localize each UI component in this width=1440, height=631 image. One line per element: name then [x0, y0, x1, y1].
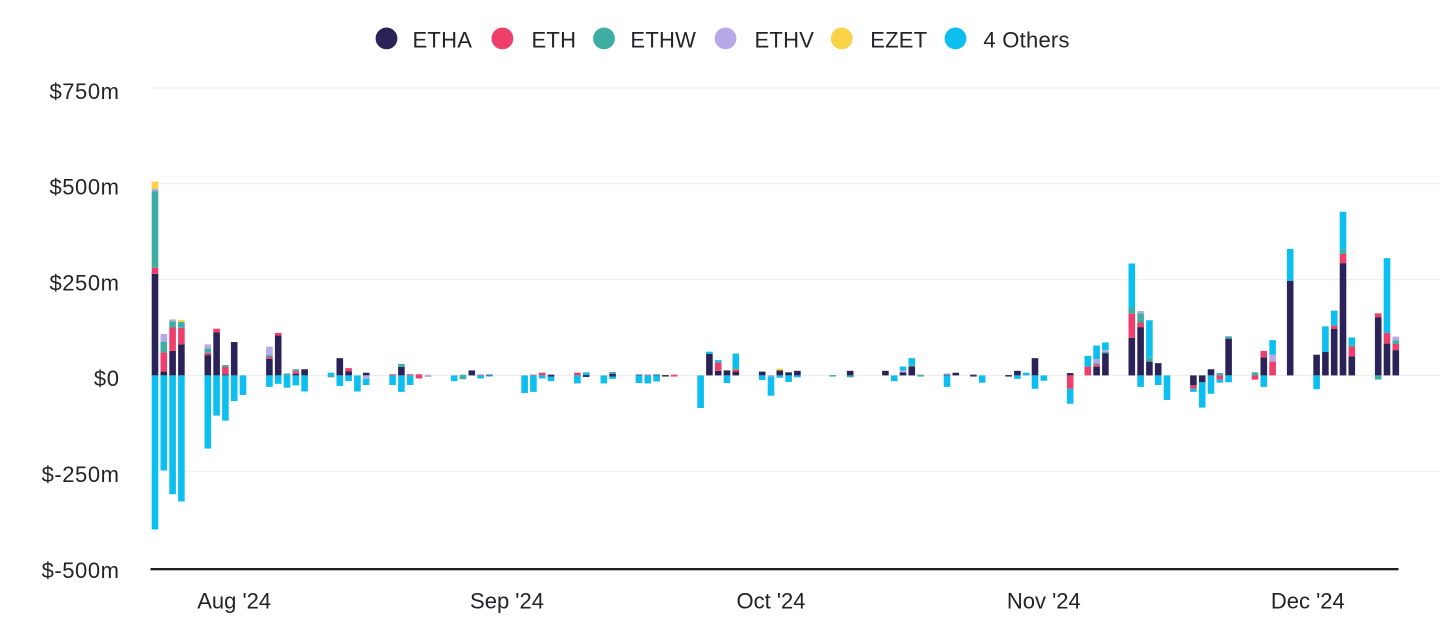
svg-text:$750m: $750m [49, 79, 119, 104]
svg-text:ETHV: ETHV [755, 27, 815, 52]
svg-text:EZET: EZET [870, 27, 927, 52]
svg-text:ETHW: ETHW [630, 27, 696, 52]
svg-text:Sep '24: Sep '24 [470, 589, 544, 614]
svg-text:$250m: $250m [49, 270, 119, 295]
svg-text:ETH: ETH [532, 27, 577, 52]
svg-text:$-500m: $-500m [42, 558, 120, 583]
svg-text:Nov '24: Nov '24 [1007, 589, 1081, 614]
svg-text:$500m: $500m [49, 175, 119, 200]
svg-text:Aug '24: Aug '24 [197, 589, 271, 614]
svg-text:Oct '24: Oct '24 [736, 589, 805, 614]
svg-text:ETHA: ETHA [413, 27, 473, 52]
svg-text:4 Others: 4 Others [983, 27, 1069, 52]
svg-text:$0: $0 [94, 366, 120, 391]
svg-text:Dec '24: Dec '24 [1271, 589, 1345, 614]
svg-text:$-250m: $-250m [42, 462, 120, 487]
